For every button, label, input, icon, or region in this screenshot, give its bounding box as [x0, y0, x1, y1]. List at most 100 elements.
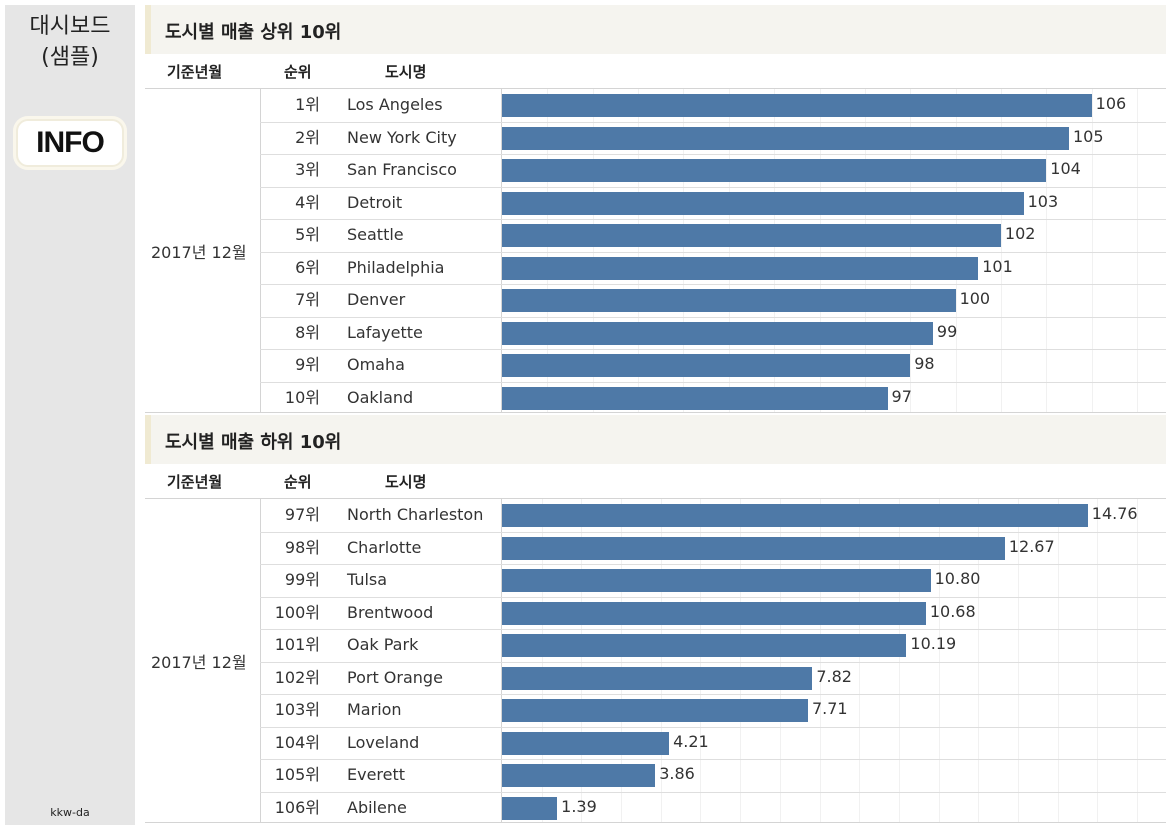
- x-gridline: [1091, 89, 1093, 412]
- city-label: Seattle: [347, 225, 404, 244]
- x-gridline: [1097, 499, 1099, 822]
- bar: [502, 224, 1001, 247]
- top10-panel: 도시별 매출 상위 10위 기준년월 순위 도시명 2017년 12월 1위 Lo…: [145, 5, 1166, 413]
- column-header-rank: 순위: [284, 63, 312, 81]
- rank-label: 102위: [274, 667, 320, 687]
- rank-label: 2위: [295, 127, 320, 147]
- city-label: Port Orange: [347, 667, 443, 687]
- data-label: 7.71: [811, 699, 848, 718]
- rank-label: 5위: [295, 225, 320, 244]
- x-gridline: [1017, 499, 1019, 822]
- data-label: 1.39: [561, 796, 597, 816]
- bar: [502, 699, 808, 722]
- city-label: Detroit: [347, 192, 403, 212]
- bar: [502, 601, 926, 625]
- data-label: 14.76: [1091, 504, 1138, 523]
- city-label: Omaha: [347, 355, 405, 374]
- bar: [502, 191, 1024, 215]
- x-gridline: [898, 499, 900, 822]
- data-label: 10.19: [910, 634, 957, 653]
- city-label: San Francisco: [347, 160, 457, 179]
- rank-label: 97위: [284, 505, 320, 524]
- x-gridline: [547, 89, 549, 412]
- data-label: 3.86: [659, 764, 695, 783]
- x-gridline: [541, 499, 543, 822]
- rank-label: 98위: [284, 537, 320, 557]
- bar: [502, 536, 1005, 560]
- data-label: 98: [914, 354, 935, 373]
- x-gridline: [1137, 499, 1138, 822]
- column-header-city: 도시명: [385, 63, 427, 81]
- city-label: Abilene: [347, 797, 407, 817]
- x-gridline: [938, 499, 940, 822]
- period-label: 2017년 12월: [151, 653, 247, 672]
- bar: [502, 159, 1047, 182]
- dashboard-title-line1: 대시보드: [29, 14, 111, 39]
- x-gridline: [638, 89, 640, 412]
- bottom10-panel: 도시별 매출 하위 10위 기준년월 순위 도시명 2017년 12월 97위 N…: [145, 415, 1166, 823]
- column-divider: [260, 89, 261, 412]
- x-gridline: [910, 89, 912, 412]
- city-label: Marion: [347, 700, 402, 719]
- bar: [502, 569, 931, 592]
- city-label: Loveland: [347, 732, 420, 752]
- sidebar: 대시보드 (샘플) INFO kkw-da: [5, 5, 135, 825]
- row-divider: [260, 349, 1166, 350]
- bar: [502, 796, 558, 820]
- data-label: 12.67: [1008, 536, 1055, 556]
- rank-label: 101위: [274, 635, 320, 654]
- column-divider: [260, 499, 261, 822]
- row-divider: [260, 596, 1166, 598]
- bar: [502, 386, 888, 410]
- period-label: 2017년 12월: [151, 243, 247, 262]
- x-gridline: [779, 499, 781, 822]
- panel-header: 도시별 매출 하위 10위: [145, 415, 1166, 464]
- info-button[interactable]: INFO: [16, 119, 124, 167]
- data-label: 7.82: [816, 666, 852, 686]
- row-divider: [260, 694, 1166, 695]
- x-gridline: [1057, 499, 1059, 822]
- bar: [502, 764, 656, 787]
- column-divider: [501, 499, 502, 822]
- rank-label: 1위: [295, 95, 320, 114]
- x-gridline: [1000, 89, 1002, 412]
- bar: [502, 504, 1088, 527]
- data-label: 106: [1095, 94, 1127, 113]
- data-label: 100: [959, 289, 991, 308]
- column-header-city: 도시명: [385, 473, 427, 491]
- x-gridline: [978, 499, 980, 822]
- row-divider: [260, 121, 1166, 123]
- rank-label: 104위: [274, 732, 320, 752]
- city-label: Lafayette: [347, 322, 423, 342]
- x-gridline: [621, 499, 623, 822]
- x-gridline: [728, 89, 730, 412]
- x-gridline: [592, 89, 594, 412]
- rank-label: 99위: [284, 570, 320, 589]
- rank-label: 103위: [274, 700, 320, 719]
- x-gridline: [1046, 89, 1048, 412]
- row-divider: [260, 186, 1166, 188]
- data-label: 104: [1050, 159, 1081, 178]
- bar: [502, 94, 1092, 117]
- bar: [502, 126, 1069, 150]
- row-divider: [260, 726, 1166, 728]
- data-label: 4.21: [673, 731, 709, 751]
- data-label: 103: [1027, 191, 1059, 211]
- city-label: Brentwood: [347, 602, 434, 622]
- row-divider: [260, 251, 1166, 253]
- row-divider: [260, 154, 1166, 155]
- city-label: New York City: [347, 127, 457, 147]
- city-label: Everett: [347, 765, 406, 784]
- x-gridline: [660, 499, 662, 822]
- rank-label: 106위: [274, 797, 320, 817]
- row-divider: [260, 759, 1166, 760]
- bar: [502, 634, 907, 657]
- x-gridline: [740, 499, 742, 822]
- bar: [502, 256, 979, 280]
- panel-header: 도시별 매출 상위 10위: [145, 5, 1166, 54]
- x-gridline: [700, 499, 702, 822]
- x-gridline: [859, 499, 861, 822]
- x-gridline: [819, 499, 821, 822]
- row-divider: [260, 661, 1166, 663]
- data-label: 10.80: [934, 569, 981, 588]
